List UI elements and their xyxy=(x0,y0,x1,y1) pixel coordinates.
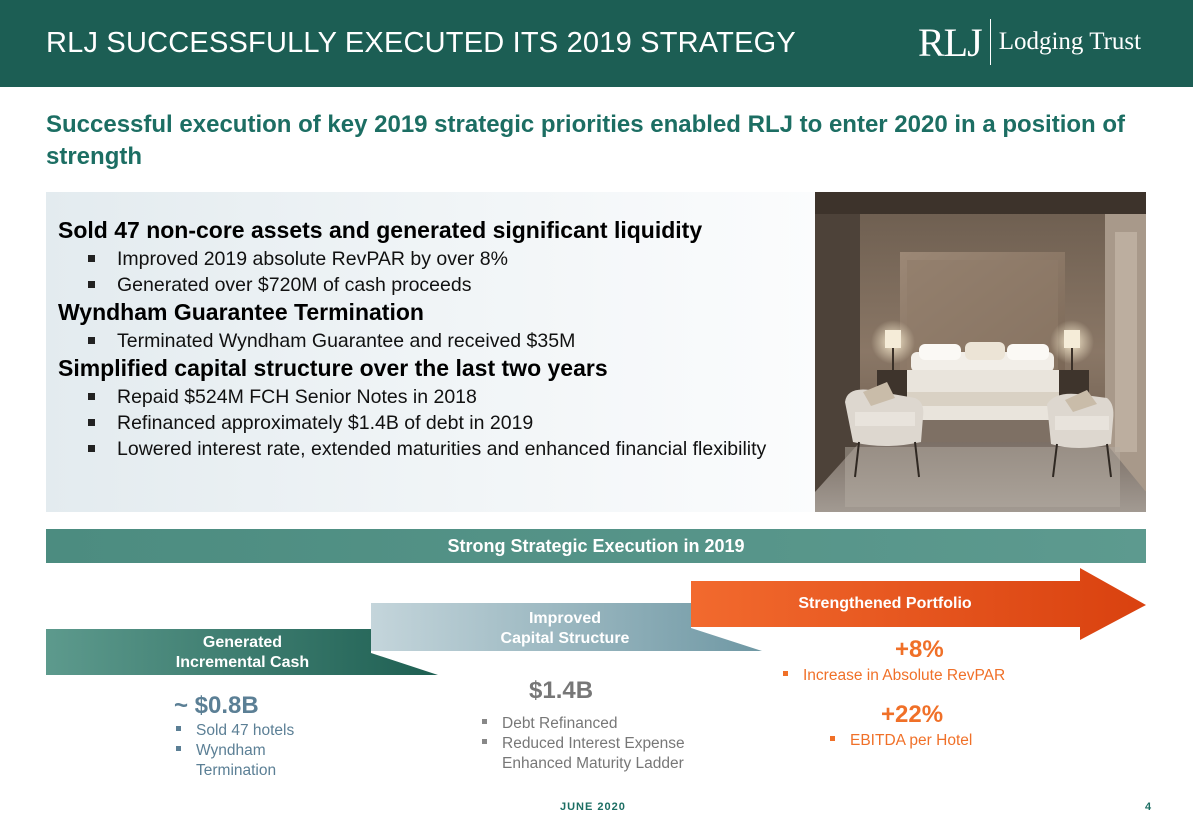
bullet-square xyxy=(176,746,181,752)
list-item: Debt Refinanced xyxy=(482,714,617,734)
list-item: Repaid $524M FCH Senior Notes in 2018 xyxy=(88,384,768,410)
logo-text: Lodging Trust xyxy=(998,28,1142,55)
bullet-square xyxy=(88,255,95,262)
list-item: Generated over $720M of cash proceeds xyxy=(88,272,768,298)
company-logo: RLJ Lodging Trust xyxy=(918,16,1141,68)
list-item-continuation: Enhanced Maturity Ladder xyxy=(502,755,684,772)
bullet-square xyxy=(88,337,95,344)
hotel-room-photo xyxy=(815,192,1146,512)
list-item: EBITDA per Hotel xyxy=(830,731,972,751)
capital-structure-value: $1.4B xyxy=(529,677,594,704)
logo-mark: RLJ xyxy=(918,19,983,65)
section-heading-liquidity: Sold 47 non-core assets and generated si… xyxy=(58,217,703,243)
bullet-square xyxy=(482,719,487,725)
bullet-square xyxy=(88,445,95,452)
strategy-steps-graphic xyxy=(46,568,1146,675)
page-title: RLJ SUCCESSFULLY EXECUTED ITS 2019 STRAT… xyxy=(46,27,796,59)
step-1-shape xyxy=(46,629,438,675)
bullet-square xyxy=(176,726,181,732)
list-item: Refinanced approximately $1.4B of debt i… xyxy=(88,410,768,436)
ebitda-value: +22% xyxy=(881,701,944,728)
title-bar: RLJ SUCCESSFULLY EXECUTED ITS 2019 STRAT… xyxy=(0,0,1193,87)
list-item: Terminated Wyndham Guarantee and receive… xyxy=(88,328,768,354)
bullet-square xyxy=(88,419,95,426)
step-3-label: Strengthened Portfolio xyxy=(798,595,972,612)
step-3-arrow xyxy=(691,568,1146,640)
section-heading-wyndham: Wyndham Guarantee Termination xyxy=(58,299,424,325)
list-item: Improved 2019 absolute RevPAR by over 8% xyxy=(88,246,768,272)
step-2-label: Improved Capital Structure xyxy=(500,610,630,647)
bullet-square xyxy=(830,736,835,742)
incremental-cash-value: ~ $0.8B xyxy=(174,692,259,719)
execution-banner: Strong Strategic Execution in 2019 xyxy=(46,529,1146,563)
logo-divider xyxy=(989,19,991,65)
bullet-square xyxy=(482,739,487,745)
bullet-square xyxy=(88,281,95,288)
bullet-square xyxy=(783,671,788,677)
revpar-value: +8% xyxy=(895,636,944,663)
list-item: Reduced Interest Expense xyxy=(482,734,685,754)
step-1-label: Generated Incremental Cash xyxy=(175,634,310,671)
list-item: Increase in Absolute RevPAR xyxy=(783,666,1005,686)
footer-date: JUNE 2020 xyxy=(560,801,626,813)
list-item: Wyndham xyxy=(176,741,266,761)
subtitle: Successful execution of key 2019 strateg… xyxy=(46,111,1126,170)
section-heading-capital: Simplified capital structure over the la… xyxy=(58,355,608,381)
list-item: Sold 47 hotels xyxy=(176,721,294,741)
priorities-panel xyxy=(46,192,816,512)
list-item-continuation: Termination xyxy=(196,762,277,779)
bullet-square xyxy=(88,393,95,400)
step-2-shape xyxy=(371,603,762,651)
list-item: Lowered interest rate, extended maturiti… xyxy=(88,436,768,462)
page-number: 4 xyxy=(1145,801,1152,813)
